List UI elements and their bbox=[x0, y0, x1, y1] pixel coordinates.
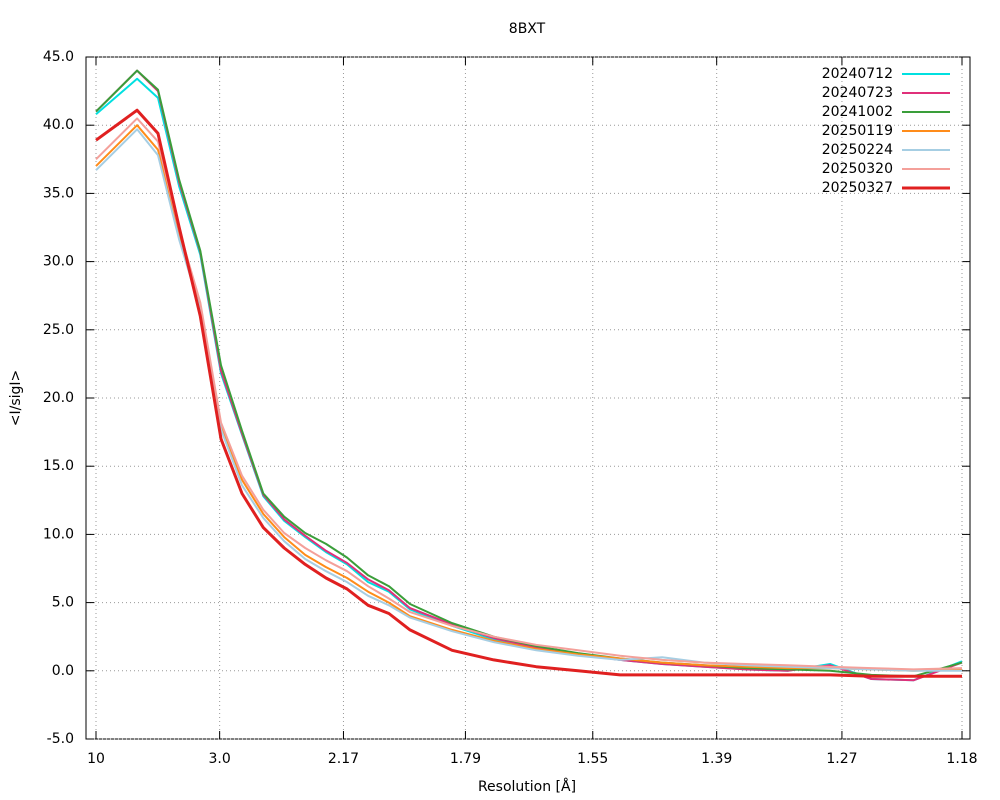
x-tick-label: 1.39 bbox=[701, 751, 732, 767]
x-tick-label: 1.18 bbox=[946, 751, 977, 767]
y-tick-label: 5.0 bbox=[52, 595, 74, 611]
y-tick-label: 10.0 bbox=[43, 526, 74, 542]
series-line bbox=[95, 128, 962, 672]
legend-label: 20250327 bbox=[822, 180, 893, 196]
y-tick-label: -5.0 bbox=[47, 731, 74, 747]
y-tick-label: 30.0 bbox=[43, 254, 74, 270]
x-tick-label: 10 bbox=[87, 751, 105, 767]
series-line bbox=[95, 117, 963, 671]
y-tick-label: 25.0 bbox=[43, 322, 74, 338]
y-axis-label: <I/sigI> bbox=[8, 370, 24, 427]
legend-label: 20240712 bbox=[822, 66, 893, 82]
series-line bbox=[95, 124, 963, 672]
x-tick-label: 1.79 bbox=[450, 751, 481, 767]
legend-label: 20250320 bbox=[822, 161, 893, 177]
y-tick-label: 0.0 bbox=[52, 663, 74, 679]
series-line bbox=[95, 108, 962, 678]
series-line bbox=[95, 69, 963, 678]
x-axis-label: Resolution [Å] bbox=[478, 778, 576, 795]
y-tick-label: 15.0 bbox=[43, 458, 74, 474]
x-tick-label: 1.27 bbox=[826, 751, 857, 767]
legend-label: 20250224 bbox=[822, 142, 893, 158]
x-tick-label: 2.17 bbox=[328, 751, 359, 767]
legend-label: 20250119 bbox=[822, 123, 893, 139]
legend-label: 20240723 bbox=[822, 85, 893, 101]
legend-label: 20241002 bbox=[822, 104, 893, 120]
chart-title: 8BXT bbox=[509, 21, 546, 37]
y-tick-label: 35.0 bbox=[43, 185, 74, 201]
y-tick-label: 20.0 bbox=[43, 390, 74, 406]
x-tick-label: 3.0 bbox=[209, 751, 231, 767]
y-tick-label: 40.0 bbox=[43, 117, 74, 133]
x-tick-label: 1.55 bbox=[577, 751, 608, 767]
y-tick-label: 45.0 bbox=[43, 49, 74, 65]
